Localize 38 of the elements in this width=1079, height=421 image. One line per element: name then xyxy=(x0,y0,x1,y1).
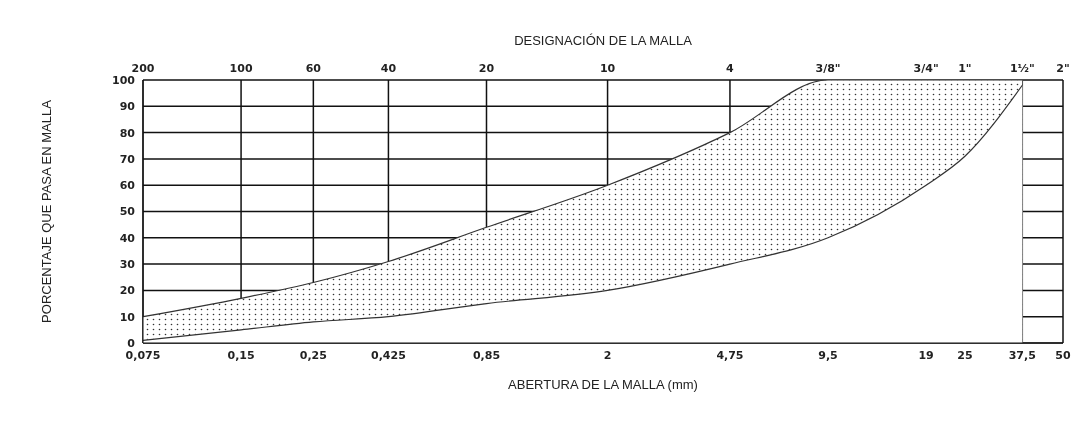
x-axis-title: ABERTURA DE LA MALLA (mm) xyxy=(508,377,698,392)
text: 2" xyxy=(1056,62,1070,75)
text: 200 xyxy=(131,62,155,75)
text: 3/4" xyxy=(913,62,939,75)
text: 40 xyxy=(380,62,397,75)
x-tick-label: 0,425 xyxy=(371,348,406,362)
text: 60 xyxy=(305,62,322,75)
x-tick-label: 25 xyxy=(957,348,973,362)
x-tick-label: 9,5 xyxy=(818,348,838,362)
x-tick-label: 37,5 xyxy=(1008,348,1036,362)
y-tick-label: 90 xyxy=(119,100,136,114)
x-tick-label: 4,75 xyxy=(716,348,744,362)
y-tick-label: 80 xyxy=(119,126,136,140)
y-tick-label: 100 xyxy=(112,73,136,87)
y-tick-label: 0 xyxy=(127,336,136,350)
text: 1" xyxy=(958,62,972,75)
x-tick-label: 2 xyxy=(603,348,612,362)
text: 10 xyxy=(599,62,616,75)
x-tick-label: 0,075 xyxy=(125,348,161,362)
y-tick-label: 70 xyxy=(119,152,136,166)
x-tick-label: 0,15 xyxy=(227,348,255,362)
x-tick-label: 50 xyxy=(1055,348,1071,362)
y-tick-label: 40 xyxy=(119,231,136,245)
x-tick-label: 19 xyxy=(918,348,934,362)
x2-axis-title: DESIGNACIÓN DE LA MALLA xyxy=(514,33,693,49)
y-tick-label: 20 xyxy=(119,284,136,298)
text: 1½" xyxy=(1009,62,1035,75)
y-tick-label: 50 xyxy=(119,205,136,219)
x-tick-label: 0,25 xyxy=(299,348,327,362)
text: 4 xyxy=(726,62,735,75)
text: 100 xyxy=(229,62,253,75)
x-tick-label: 0,85 xyxy=(472,348,501,362)
y-tick-label: 30 xyxy=(119,258,136,272)
text: 20 xyxy=(478,62,495,75)
y-tick-label: 10 xyxy=(119,310,136,324)
y-axis-title: PORCENTAJE QUE PASA EN MALLA xyxy=(38,99,54,323)
text: 3/8" xyxy=(815,62,841,75)
y-tick-label: 60 xyxy=(119,179,136,193)
